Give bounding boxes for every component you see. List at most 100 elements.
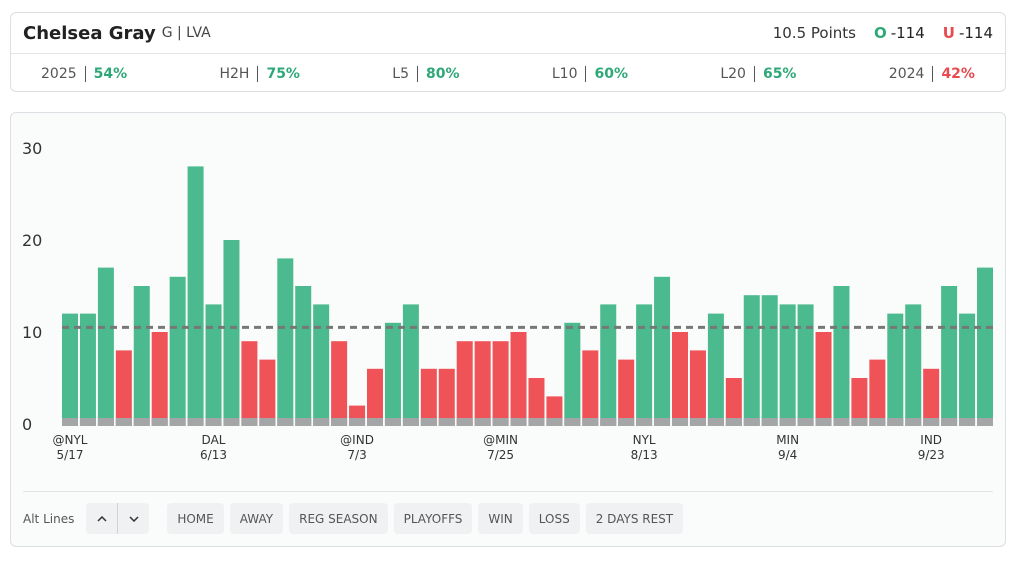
bar-base (977, 418, 993, 426)
bar-base (492, 418, 509, 426)
bar-base (941, 418, 958, 426)
bar-base (384, 418, 401, 426)
stat-label: L5 (392, 65, 419, 82)
player-team: G | LVA (161, 25, 211, 41)
up-button[interactable] (86, 503, 117, 534)
under-mark: U (942, 24, 955, 42)
bar (815, 332, 832, 426)
bar-base (402, 418, 419, 426)
bar (474, 341, 491, 426)
bar (761, 295, 778, 426)
x-tick-label: IND (920, 433, 942, 447)
bar-base (618, 418, 635, 426)
bar-base (779, 418, 796, 426)
filter-button[interactable]: HOME (167, 503, 224, 534)
stat-value: 80% (426, 65, 460, 82)
x-tick-date: 5/17 (57, 448, 84, 462)
filter-button[interactable]: LOSS (528, 503, 580, 534)
bar (133, 286, 150, 426)
bar (223, 240, 240, 426)
bar (743, 295, 760, 426)
filter-button[interactable]: 2 DAYS REST (585, 503, 684, 534)
y-tick-label: 0 (22, 415, 32, 434)
bar (779, 304, 796, 426)
bar-base (97, 418, 114, 426)
x-tick-label: @MIN (483, 433, 518, 447)
header: Chelsea Gray G | LVA 10.5 Points O -114 U… (11, 13, 1005, 54)
stat-label: 2025 (41, 65, 86, 82)
bar (313, 304, 330, 426)
bar-base (636, 418, 653, 426)
over[interactable]: O -114 (874, 24, 925, 42)
bar (977, 267, 993, 426)
bar (115, 350, 132, 426)
bar (259, 359, 276, 426)
bar (923, 368, 940, 426)
x-tick-label: DAL (202, 433, 226, 447)
filter-button[interactable]: WIN (478, 503, 523, 534)
prop-line: 10.5 Points (772, 24, 856, 42)
bar-base (689, 418, 706, 426)
stat-value: 75% (266, 65, 300, 82)
stat-value: 42% (941, 65, 975, 82)
over-mark: O (873, 24, 887, 42)
under[interactable]: U -114 (943, 24, 993, 42)
bar-base (115, 418, 132, 426)
stat: H2H 75% (219, 65, 300, 82)
alt-lines-label: Alt Lines (23, 511, 75, 526)
bar (851, 378, 868, 426)
x-tick-label: @NYL (53, 433, 88, 447)
bar (420, 368, 437, 426)
bar-base (420, 418, 437, 426)
bar (62, 313, 78, 426)
x-tick-date: 9/4 (778, 448, 797, 462)
x-tick-label: MIN (776, 433, 799, 447)
stat: L5 80% (392, 65, 460, 82)
stat-value: 60% (594, 65, 628, 82)
bar-base (331, 418, 348, 426)
bar-base (62, 418, 78, 426)
x-tick-label: @IND (340, 433, 374, 447)
bar-base (743, 418, 760, 426)
bar-base (169, 418, 186, 426)
bar (492, 341, 509, 426)
bar-base (313, 418, 330, 426)
bar-base (654, 418, 671, 426)
bar-base (528, 418, 545, 426)
bar (689, 350, 706, 426)
bar-base (833, 418, 850, 426)
bar-base (241, 418, 258, 426)
bar-base (851, 418, 868, 426)
filter-button[interactable]: REG SEASON (289, 503, 388, 534)
stat: L10 60% (551, 65, 628, 82)
bar-base (582, 418, 599, 426)
bar-base (815, 418, 832, 426)
bar-base (672, 418, 688, 426)
bar (331, 341, 348, 426)
bar (367, 368, 383, 426)
bar-base (959, 418, 976, 426)
bar-base (600, 418, 617, 426)
bar (510, 332, 527, 426)
filter-button[interactable]: AWAY (229, 503, 284, 534)
bar (528, 378, 545, 426)
bar-base (905, 418, 922, 426)
bar (97, 267, 114, 426)
down-button[interactable] (117, 503, 149, 534)
bar-base (546, 418, 563, 426)
bar (959, 313, 976, 426)
bar-base (869, 418, 886, 426)
filter-button[interactable]: PLAYOFFS (393, 503, 473, 534)
x-tick-date: 8/13 (631, 448, 658, 462)
bar (654, 276, 671, 426)
bar-base (456, 418, 473, 426)
bar-base (79, 418, 96, 426)
prop-card: Chelsea Gray G | LVA 10.5 Points O -114 U… (10, 12, 1006, 92)
player-name: Chelsea Gray (23, 22, 156, 44)
bar (869, 359, 886, 426)
x-tick-date: 7/3 (347, 448, 366, 462)
stat: 2025 54% (41, 65, 127, 82)
bar (241, 341, 258, 426)
bar (797, 304, 814, 426)
